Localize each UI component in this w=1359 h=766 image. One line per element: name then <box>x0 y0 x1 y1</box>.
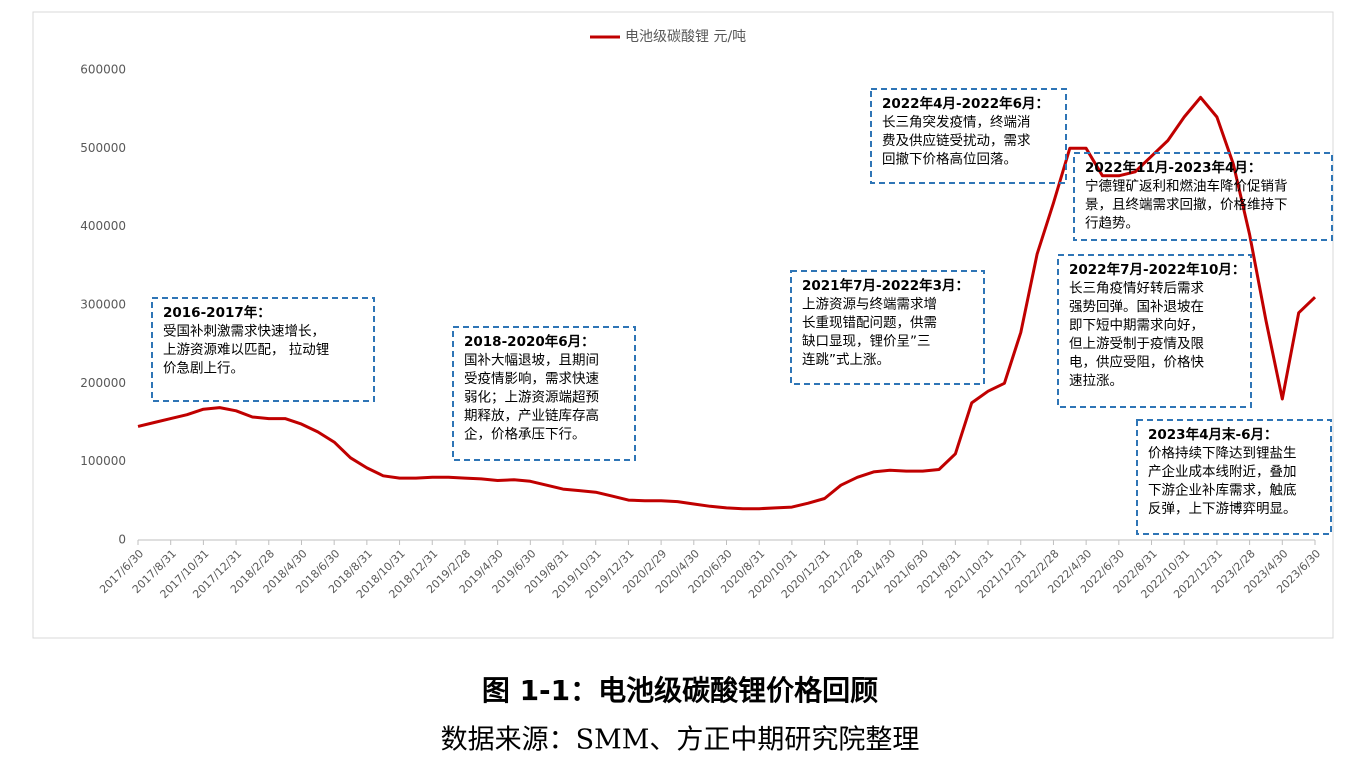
annotation-box <box>870 88 1067 184</box>
annotation-text: 强势回弹。国补退坡在 <box>1069 299 1204 315</box>
annotation-text: 长三角突发疫情，终端消 <box>882 115 1031 131</box>
annotation-text: 受国补刺激需求快速增长， <box>163 324 325 340</box>
y-tick-label: 600000 <box>80 63 126 77</box>
annotation-text: 价格持续下降达到锂盐生 <box>1148 446 1297 462</box>
y-tick-label: 200000 <box>80 376 126 390</box>
annotation-text: 景，且终端需求回撤，价格维持下 <box>1085 197 1288 213</box>
y-tick-label: 400000 <box>80 219 126 233</box>
annotation-text: 宁德锂矿返利和燃油车降价促销背 <box>1085 178 1288 195</box>
annotation-text: 国补大幅退坡，且期间 <box>464 353 599 369</box>
annotation-title: 2016-2017年： <box>163 304 271 321</box>
annotation-text: 连跳”式上涨。 <box>802 352 890 368</box>
annotation-text: 受疫情影响，需求快速 <box>464 371 599 387</box>
annotation-text: 期释放，产业链库存高 <box>464 407 599 424</box>
price-line <box>137 95 1317 511</box>
annotation-title: 2021年7月-2022年3月： <box>802 277 969 294</box>
annotation-box <box>1136 419 1332 535</box>
annotation-text: 行趋势。 <box>1085 216 1139 232</box>
y-tick-label: 300000 <box>80 298 126 312</box>
annotation-text: 企，价格承压下行。 <box>464 426 586 443</box>
annotation-text: 即下短中期需求向好， <box>1069 318 1204 334</box>
annotation-title: 2022年7月-2022年10月： <box>1069 261 1245 278</box>
annotation-text: 长三角疫情好转后需求 <box>1069 281 1204 297</box>
chart-frame <box>32 11 1334 639</box>
legend-label: 电池级碳酸锂 元/吨 <box>625 29 746 45</box>
annotation-box <box>1073 152 1333 241</box>
annotation-text: 电，供应受阻，价格快 <box>1069 354 1204 371</box>
annotation-text: 反弹，上下游博弈明显。 <box>1148 500 1297 517</box>
annotation-box <box>151 297 375 402</box>
annotation-title: 2022年11月-2023年4月： <box>1085 159 1261 176</box>
annotation-text: 缺口显现，锂价呈”三 <box>802 334 931 350</box>
y-tick-label: 500000 <box>80 141 126 155</box>
annotation-box <box>452 326 636 461</box>
annotation-text: 长重现错配问题，供需 <box>802 315 937 331</box>
figure-title: 图 1-1：电池级碳酸锂价格回顾 <box>482 674 878 707</box>
annotation-title: 2018-2020年6月： <box>464 333 595 350</box>
annotation-text: 上游资源与终端需求增 <box>802 297 937 313</box>
annotation-box <box>790 270 985 385</box>
annotation-text: 产企业成本线附近，叠加 <box>1148 463 1297 480</box>
annotation-text: 下游企业补库需求，触底 <box>1148 482 1297 499</box>
annotation-box <box>1057 254 1252 408</box>
annotation-title: 2022年4月-2022年6月： <box>882 95 1049 112</box>
annotation-text: 费及供应链受扰动，需求 <box>882 132 1031 149</box>
annotation-text: 速拉涨。 <box>1069 373 1123 389</box>
y-tick-label: 100000 <box>80 454 126 468</box>
annotation-text: 但上游受制于疫情及限 <box>1069 336 1204 352</box>
y-tick-label: 0 <box>118 533 126 547</box>
annotation-text: 回撤下价格高位回落。 <box>882 151 1017 168</box>
annotation-title: 2023年4月末-6月： <box>1148 426 1277 443</box>
figure-source: 数据来源：SMM、方正中期研究院整理 <box>441 725 920 756</box>
annotation-text: 价急剧上行。 <box>163 361 244 377</box>
annotation-text: 上游资源难以匹配， 拉动锂 <box>163 342 329 358</box>
annotation-text: 弱化；上游资源端超预 <box>464 390 599 406</box>
